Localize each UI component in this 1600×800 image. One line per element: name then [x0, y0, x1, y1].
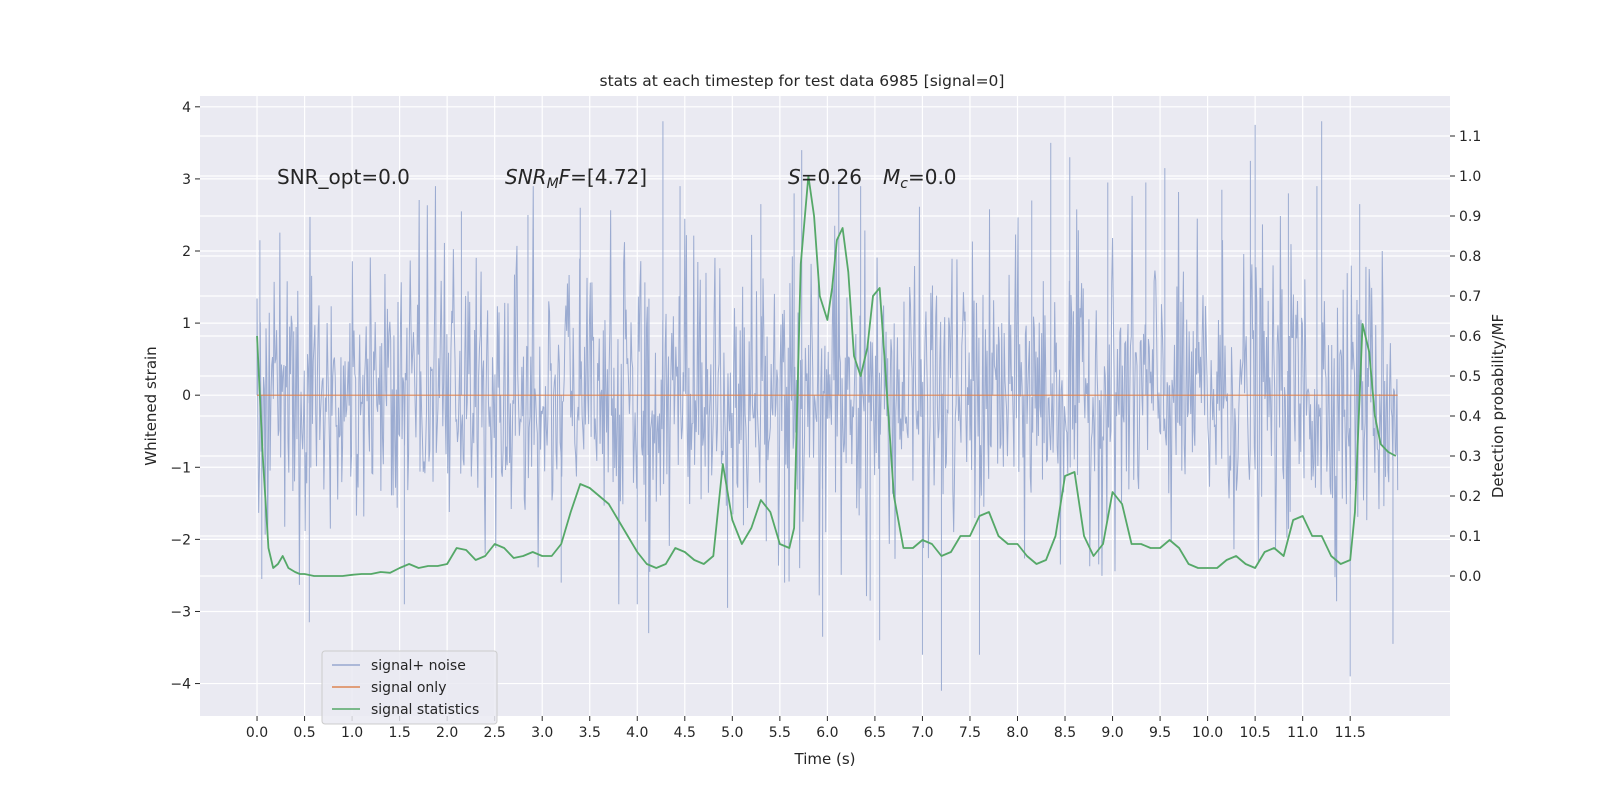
y2-tick-label: 0.9 — [1459, 209, 1481, 225]
y-tick-label: −1 — [170, 460, 191, 476]
x-axis-label: Time (s) — [794, 750, 856, 768]
legend-label-signal-only: signal only — [371, 680, 446, 696]
y-tick-label: −2 — [170, 532, 191, 548]
x-tick-label: 3.5 — [579, 725, 601, 741]
annotation-snr-mf-value: =[4.72] — [570, 165, 647, 189]
x-tick-label: 7.0 — [911, 725, 933, 741]
x-tick-label: 1.5 — [388, 725, 410, 741]
x-tick-label: 9.0 — [1101, 725, 1123, 741]
y2-axis-ticks: 0.0 0.1 0.2 0.3 0.4 0.5 0.6 0.7 0.8 0.9 1.0 1.1 — [1450, 129, 1481, 585]
legend: signal+ noise signal only signal statist… — [321, 650, 498, 725]
annotation-mc-sub: c — [900, 176, 908, 192]
annotation-mc-var: M — [883, 165, 900, 189]
x-tick-label: 10.0 — [1192, 725, 1223, 741]
line-signal-statistics — [256, 175, 1397, 577]
y-tick-label: 1 — [182, 316, 191, 332]
x-tick-label: 8.5 — [1054, 725, 1076, 741]
y2-tick-label: 0.7 — [1459, 289, 1481, 305]
x-tick-label: 2.0 — [436, 725, 458, 741]
x-tick-label: 0.0 — [246, 725, 268, 741]
x-tick-label: 11.5 — [1335, 725, 1366, 741]
chart-title: stats at each timestep for test data 698… — [600, 72, 1005, 90]
annotation-snr-mf-var2: F — [559, 165, 571, 189]
line-signal-noise — [256, 121, 1399, 691]
x-tick-label: 10.5 — [1240, 725, 1271, 741]
y-axis-ticks: −4 −3 −2 −1 0 1 2 3 4 — [170, 100, 200, 693]
x-tick-label: 9.5 — [1149, 725, 1171, 741]
annotation-mc-value: =0.0 — [908, 165, 957, 189]
y2-tick-label: 1.0 — [1459, 169, 1481, 185]
x-tick-label: 5.5 — [769, 725, 791, 741]
x-tick-label: 3.0 — [531, 725, 553, 741]
y-tick-label: 0 — [182, 388, 191, 404]
y2-tick-label: 0.8 — [1459, 249, 1481, 265]
annotation-s-value: =0.26 — [801, 165, 862, 189]
legend-label-signal-statistics: signal statistics — [371, 702, 479, 718]
x-tick-label: 8.0 — [1006, 725, 1028, 741]
annotation-snr-mf: SNRMF=[4.72] — [505, 165, 647, 192]
legend-box — [321, 650, 498, 725]
y2-tick-label: 0.3 — [1459, 449, 1481, 465]
x-tick-label: 1.0 — [341, 725, 363, 741]
x-tick-label: 2.5 — [484, 725, 506, 741]
series-signal-noise — [256, 121, 1399, 691]
y2-tick-label: 0.1 — [1459, 529, 1481, 545]
y-tick-label: 2 — [182, 244, 191, 260]
series-signal-statistics — [256, 175, 1397, 577]
y-tick-label: 3 — [182, 172, 191, 188]
annotation-mc: Mc=0.0 — [883, 165, 957, 192]
x-tick-label: 6.0 — [816, 725, 838, 741]
annotation-s-var: S — [788, 165, 801, 189]
x-tick-label: 7.5 — [959, 725, 981, 741]
annotation-snr-mf-sub: M — [547, 176, 559, 192]
x-tick-label: 4.5 — [674, 725, 696, 741]
annotation-snr-opt: SNR_opt=0.0 — [277, 165, 410, 189]
y2-tick-label: 0.0 — [1459, 569, 1481, 585]
x-tick-label: 6.5 — [864, 725, 886, 741]
y-tick-label: 4 — [182, 100, 191, 116]
x-tick-label: 5.0 — [721, 725, 743, 741]
y2-tick-label: 0.5 — [1459, 369, 1481, 385]
x-tick-label: 11.0 — [1287, 725, 1318, 741]
x-tick-label: 0.5 — [293, 725, 315, 741]
annotation-snr-mf-var: SNR — [505, 165, 547, 189]
y2-tick-label: 0.4 — [1459, 409, 1481, 425]
y2-tick-label: 0.2 — [1459, 489, 1481, 505]
y-tick-label: −3 — [170, 604, 191, 620]
y-tick-label: −4 — [170, 677, 191, 693]
y2-tick-label: 1.1 — [1459, 129, 1481, 145]
x-tick-label: 4.0 — [626, 725, 648, 741]
y-axis-label: Whitened strain — [142, 346, 160, 465]
legend-label-signal-noise: signal+ noise — [371, 658, 466, 674]
annotation-s: S=0.26 — [788, 165, 862, 189]
y2-axis-label: Detection probability/MF — [1489, 314, 1507, 498]
y2-tick-label: 0.6 — [1459, 329, 1481, 345]
x-axis-ticks: 0.0 0.5 1.0 1.5 2.0 2.5 3.0 3.5 4.0 4.5 5.0 5.5 6.0 6… — [246, 716, 1366, 741]
